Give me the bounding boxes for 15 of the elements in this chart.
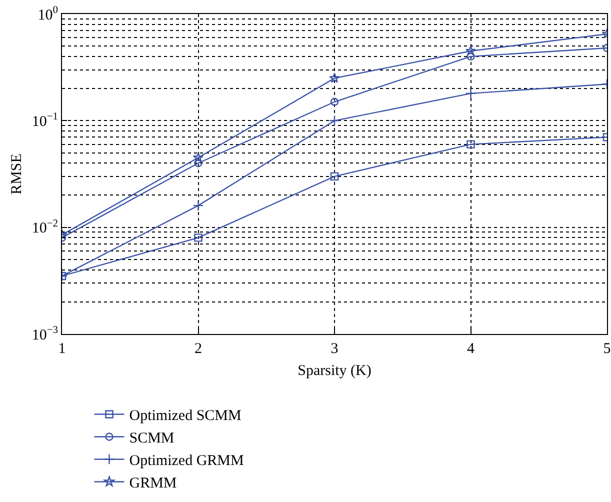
y-tick-label: 10$^{−2}$	[32, 218, 58, 237]
y-axis-title: RMSE	[9, 154, 26, 194]
legend-label: SCMM	[129, 430, 174, 447]
legend-label: Optimized GRMM	[129, 453, 244, 470]
x-tick-label: 4	[467, 341, 475, 357]
legend-label: GRMM	[129, 476, 177, 492]
y-tick-label: 10$^{−3}$	[32, 324, 58, 344]
x-tick-label: 1	[58, 341, 66, 357]
x-axis-title: Sparsity (K)	[298, 363, 372, 379]
x-tick-label: 5	[603, 341, 611, 357]
x-tick-label: 3	[330, 341, 338, 357]
y-tick-label: 10$^{0}$	[38, 4, 58, 24]
legend-label: Optimized SCMM	[129, 408, 242, 424]
y-tick-label: 10$^{−1}$	[32, 112, 58, 130]
x-tick-label: 2	[194, 341, 202, 357]
